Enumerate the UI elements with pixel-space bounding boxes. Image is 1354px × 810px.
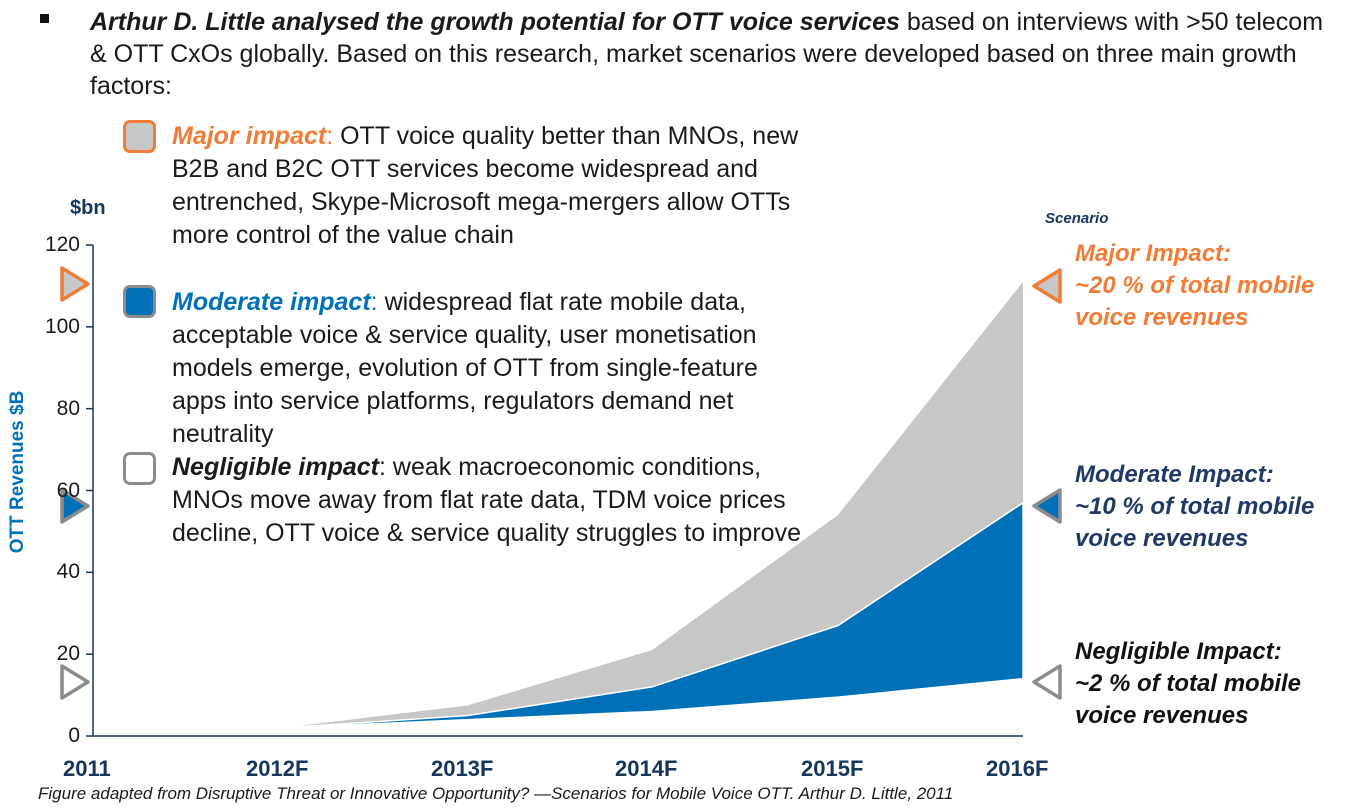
legend-item-major: Major impact: OTT voice quality better t… xyxy=(172,120,812,252)
right-marker-major-icon xyxy=(1032,268,1062,304)
y-tick-label: 80 xyxy=(56,396,80,420)
figure-caption: Figure adapted from Disruptive Threat or… xyxy=(38,784,954,803)
y-tick-label: 100 xyxy=(44,314,80,338)
area-series-major-impact xyxy=(283,281,1023,736)
y-tick-label: 60 xyxy=(56,478,80,502)
x-tick-label: 2014F xyxy=(615,756,678,781)
intro-rest: based on interviews with >50 telecom & O… xyxy=(90,8,1324,100)
y-tick-label: 120 xyxy=(44,233,80,256)
left-marker-moderate-icon xyxy=(60,488,90,524)
y-axis-label: OTT Revenues $B xyxy=(7,391,28,554)
scenario-major-label: Major Impact: ~20 % of total mobile voic… xyxy=(1075,238,1345,334)
legend-label-moderate: Moderate impact xyxy=(172,288,371,316)
legend-label-major: Major impact xyxy=(172,122,327,150)
y-tick-label: 0 xyxy=(68,724,80,747)
scenario-moderate-label: Moderate Impact: ~10 % of total mobile v… xyxy=(1075,459,1345,555)
legend-sep-negligible: : xyxy=(378,453,386,481)
left-marker-negligible-icon xyxy=(60,664,90,700)
scenario-negligible-line3: voice revenues xyxy=(1075,702,1249,729)
scenario-negligible-line2: ~2 % of total mobile xyxy=(1075,670,1302,697)
scenario-moderate-line1: Moderate Impact: xyxy=(1075,461,1274,488)
scenario-major-line2: ~20 % of total mobile xyxy=(1075,272,1315,299)
scenario-negligible-label: Negligible Impact: ~2 % of total mobile … xyxy=(1075,636,1345,732)
scenario-major-line1: Major Impact: xyxy=(1075,240,1232,267)
area-series-negligible-impact xyxy=(282,677,1024,737)
intro-bold: Arthur D. Little analysed the growth pot… xyxy=(90,8,900,36)
x-tick-label: 2015F xyxy=(801,756,864,781)
x-tick-label: 2011 xyxy=(63,756,111,781)
intro-paragraph: Arthur D. Little analysed the growth pot… xyxy=(90,6,1340,102)
scenario-moderate-line2: ~10 % of total mobile xyxy=(1075,493,1315,520)
legend-sep-moderate: : xyxy=(370,288,378,316)
right-marker-moderate-icon xyxy=(1032,488,1062,524)
right-marker-negligible-icon xyxy=(1032,664,1062,700)
scenario-moderate-line3: voice revenues xyxy=(1075,525,1249,552)
legend-sep-major: : xyxy=(326,122,334,150)
bullet-marker xyxy=(40,14,49,23)
legend-label-negligible: Negligible impact xyxy=(172,453,379,481)
left-marker-major-icon xyxy=(60,266,90,302)
legend-text-major: OTT voice quality better than MNOs, new … xyxy=(172,122,799,249)
legend-text-negligible: weak macroeconomic conditions, MNOs move… xyxy=(172,453,801,547)
legend-swatch-moderate xyxy=(123,285,156,318)
unit-label: $bn xyxy=(70,197,106,219)
y-tick-label: 20 xyxy=(56,642,80,666)
legend-swatch-major xyxy=(123,120,156,153)
x-tick-label: 2012F xyxy=(246,756,309,781)
legend-item-moderate: Moderate impact: widespread flat rate mo… xyxy=(172,286,812,451)
x-tick-label: 2016F xyxy=(986,756,1049,781)
legend-item-negligible: Negligible impact: weak macroeconomic co… xyxy=(172,451,812,550)
y-tick-label: 40 xyxy=(56,560,80,584)
legend-title: Scenario xyxy=(1045,210,1108,227)
scenario-negligible-line1: Negligible Impact: xyxy=(1075,638,1282,665)
scenario-major-line3: voice revenues xyxy=(1075,304,1249,331)
legend-text-moderate: widespread flat rate mobile data, accept… xyxy=(172,288,758,448)
x-tick-label: 2013F xyxy=(431,756,494,781)
legend-swatch-negligible xyxy=(123,452,156,485)
